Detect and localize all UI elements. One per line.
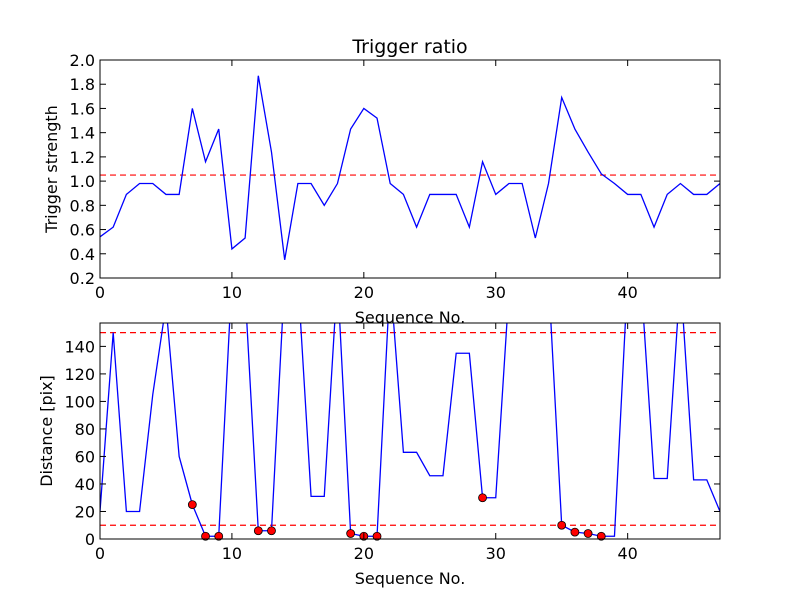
x-axis-label: Sequence No.	[355, 569, 466, 588]
y-tick-label: 1.0	[70, 172, 95, 191]
y-tick-label: 0.4	[70, 245, 95, 264]
y-tick-label: 0	[85, 530, 95, 549]
data-point-marker	[596, 531, 606, 541]
x-tick-label: 0	[95, 283, 105, 302]
x-ticks: 0 10 20 30 40	[95, 323, 638, 563]
x-tick-label: 40	[617, 283, 637, 302]
y-ticks: 0 20 40 60 80 100 120 140	[64, 337, 720, 549]
y-tick-label: 1.8	[70, 75, 95, 94]
data-point-marker	[267, 526, 276, 536]
y-ticks: 0.2 0.4 0.6 0.8 1.0 1.2 1.4 1.6 1.8 2.0	[70, 51, 720, 288]
threshold-lines	[100, 332, 720, 526]
y-tick-label: 60	[75, 447, 95, 466]
data-point-marker	[187, 500, 197, 510]
data-point-marker	[570, 527, 580, 537]
y-tick-label: 0.8	[70, 196, 95, 215]
data-point-marker	[557, 520, 567, 530]
data-point-marker	[214, 531, 224, 541]
series-line	[100, 75, 720, 260]
data-point-marker	[346, 529, 356, 538]
y-tick-label: 2.0	[70, 51, 95, 70]
plot-frame	[99, 59, 721, 279]
y-axis-label: Trigger strength	[42, 105, 61, 234]
distance-chart: 0 10 20 30 40 0 20 40 60 80 100 120 140 Sequence No…	[37, 322, 721, 588]
y-tick-label: 20	[75, 502, 95, 521]
y-tick-label: 80	[75, 420, 95, 439]
y-tick-label: 40	[75, 475, 95, 494]
y-tick-label: 120	[64, 365, 95, 384]
x-axis-label: Sequence No.	[355, 308, 466, 327]
y-tick-label: 1.4	[70, 124, 95, 143]
series-line	[100, 323, 720, 537]
x-tick-label: 30	[486, 283, 506, 302]
x-tick-label: 0	[95, 544, 105, 563]
plot-lines	[100, 75, 720, 260]
x-tick-label: 40	[617, 544, 637, 563]
chart-title: Trigger ratio	[351, 36, 467, 58]
data-point-marker	[253, 526, 263, 536]
data-point-marker	[583, 529, 593, 538]
data-point-marker	[478, 493, 487, 503]
y-tick-label: 100	[64, 392, 95, 411]
y-tick-label: 1.2	[70, 148, 95, 167]
x-tick-label: 20	[354, 283, 374, 302]
x-tick-label: 10	[222, 544, 242, 563]
plot-lines	[100, 323, 720, 537]
y-axis-label: Distance [pix]	[37, 375, 56, 487]
data-point-marker	[372, 531, 382, 541]
x-ticks: 0 10 20 30 40	[95, 60, 638, 302]
x-tick-label: 10	[222, 283, 242, 302]
y-tick-label: 0.6	[70, 221, 95, 240]
x-tick-label: 30	[486, 544, 506, 563]
markers	[187, 493, 606, 541]
y-tick-label: 1.6	[70, 99, 95, 118]
y-tick-label: 140	[64, 337, 95, 356]
data-point-marker	[201, 531, 210, 541]
y-tick-label: 0.2	[70, 269, 95, 288]
plot-frame	[99, 322, 721, 540]
trigger-ratio-chart: Trigger ratio 0 10 20 30 40 0.2 0.4 0.6 0.8 1.0 1…	[42, 36, 721, 327]
x-tick-label: 20	[354, 544, 374, 563]
